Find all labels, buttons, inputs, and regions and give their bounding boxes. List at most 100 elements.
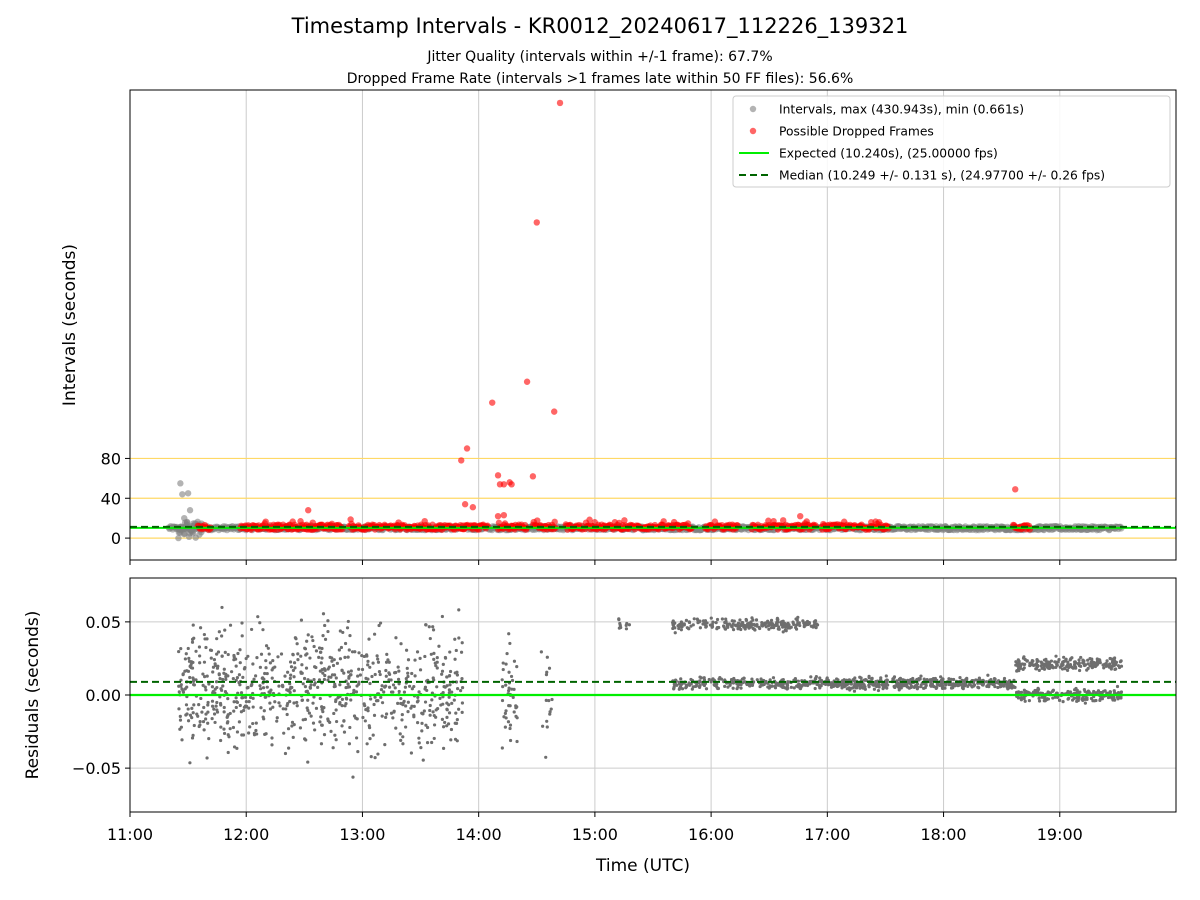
residual-point (320, 723, 324, 727)
dropped-frame-point (489, 399, 496, 406)
residual-point (835, 677, 839, 681)
residual-point (505, 651, 509, 656)
dropped-frame-point (1012, 486, 1019, 493)
residual-point (312, 644, 316, 649)
residual-point (204, 688, 208, 692)
residual-point (305, 639, 309, 643)
residual-point (796, 615, 800, 619)
residual-point (311, 638, 315, 643)
dropped-frame-point (463, 445, 471, 452)
residual-point (306, 760, 310, 764)
residual-point (739, 623, 743, 628)
residual-point (373, 695, 377, 699)
residual-point (1098, 698, 1102, 702)
residual-point (1046, 697, 1051, 701)
residual-point (279, 652, 284, 656)
residual-point (453, 637, 457, 641)
residual-point (440, 669, 445, 673)
residual-point (356, 674, 360, 678)
residual-point (441, 690, 445, 695)
residual-point (734, 624, 739, 628)
residual-point (431, 625, 435, 629)
residual-point (428, 713, 432, 717)
residual-point (545, 670, 549, 674)
residual-point (1005, 685, 1009, 689)
residual-point (882, 685, 886, 689)
residual-point (919, 683, 923, 687)
residual-point (201, 683, 205, 687)
residual-point (215, 700, 219, 705)
residual-point (723, 627, 728, 631)
residual-point (1089, 696, 1094, 701)
residual-point (709, 616, 713, 620)
residual-point (264, 644, 269, 648)
residual-point (217, 630, 221, 634)
residual-point (1009, 683, 1013, 687)
residual-point (705, 621, 709, 625)
residual-point (809, 675, 813, 679)
residual-point (251, 696, 255, 700)
residual-point (767, 627, 771, 631)
residual-point (287, 746, 291, 750)
residual-point (258, 621, 262, 625)
residual-point (234, 664, 238, 668)
dropped-frame-point (500, 481, 508, 488)
residual-point (421, 712, 425, 716)
dropped-frame-point (529, 473, 537, 480)
residual-point (373, 756, 377, 760)
residual-point (293, 636, 297, 640)
residual-point (380, 714, 384, 718)
residual-point (1025, 659, 1029, 663)
residual-point (238, 661, 242, 665)
residual-point (1073, 662, 1077, 666)
residual-point (292, 689, 296, 693)
residual-point (1071, 698, 1075, 702)
residual-point (739, 682, 743, 687)
interval-point (184, 490, 192, 497)
residual-point (319, 661, 323, 665)
residual-point (447, 674, 452, 678)
residual-point (460, 676, 464, 681)
residual-point (196, 714, 200, 718)
residual-point (228, 623, 233, 627)
residual-point (347, 742, 352, 746)
residual-point (365, 654, 369, 658)
residual-point (432, 723, 437, 727)
residual-point (258, 665, 262, 669)
residual-point (877, 685, 881, 689)
residual-point (401, 735, 405, 739)
residual-point (188, 713, 193, 717)
jitter-quality-subtitle: Jitter Quality (intervals within +/-1 fr… (427, 49, 773, 65)
residual-point (759, 677, 763, 681)
residual-point (779, 683, 783, 687)
residual-point (450, 690, 454, 694)
residual-point (348, 725, 352, 730)
residual-point (214, 680, 219, 684)
residual-point (715, 682, 719, 686)
residual-point (1021, 656, 1026, 660)
residual-point (332, 658, 336, 662)
residual-point (731, 627, 736, 632)
residual-point (192, 683, 196, 687)
residual-point (753, 623, 757, 627)
residual-point (514, 704, 518, 708)
top-y-tick-label: 40 (101, 489, 121, 508)
residual-point (400, 718, 404, 722)
residual-point (428, 708, 432, 713)
bottom-y-tick-label: −0.05 (72, 759, 121, 778)
residual-point (301, 718, 305, 722)
residual-point (406, 658, 411, 662)
residual-point (210, 716, 214, 721)
residual-point (213, 720, 217, 725)
residual-point (731, 686, 735, 690)
residual-point (813, 686, 817, 691)
residual-point (754, 618, 759, 622)
residual-point (1108, 662, 1112, 666)
residual-point (410, 671, 414, 676)
residual-point (184, 652, 188, 656)
residual-point (964, 678, 968, 682)
residual-point (303, 647, 308, 651)
residual-point (784, 624, 788, 628)
